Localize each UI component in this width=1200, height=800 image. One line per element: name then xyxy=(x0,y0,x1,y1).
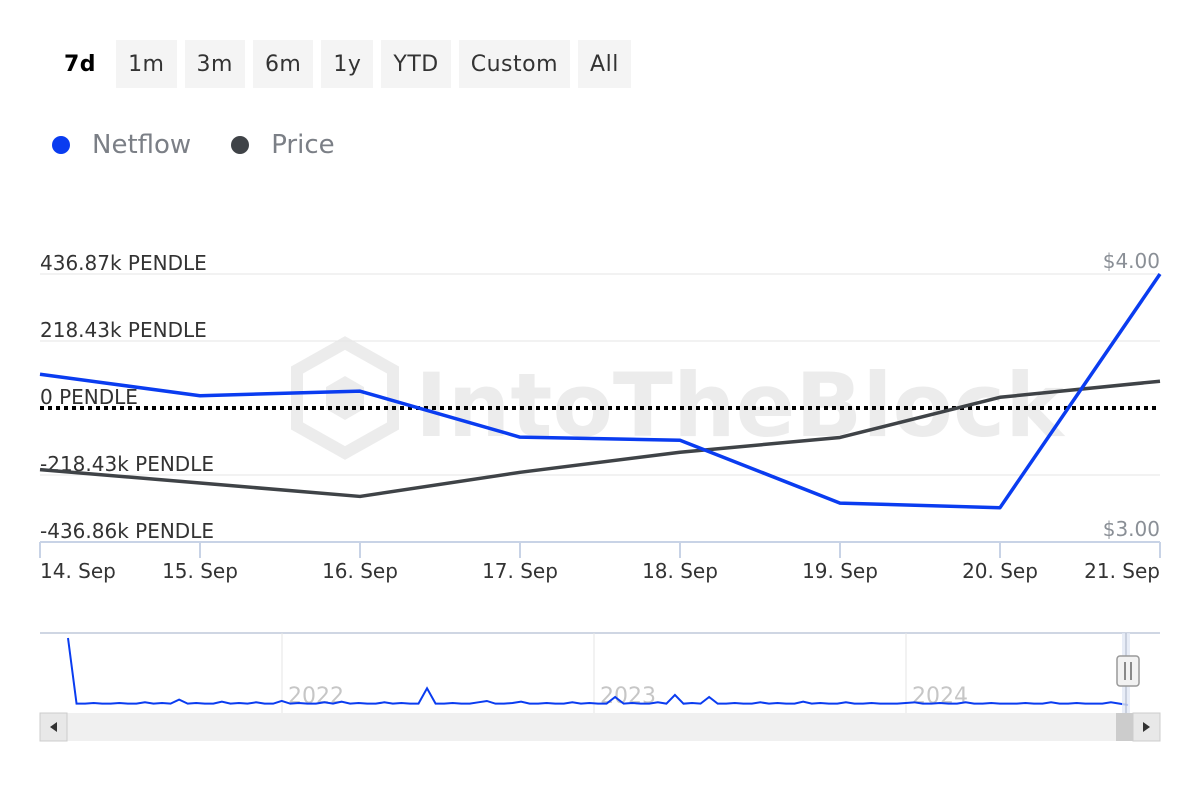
right-tick-label: $3.00 xyxy=(1103,517,1160,541)
x-tick-label: 20. Sep xyxy=(962,559,1038,583)
x-axis: 14. Sep 15. Sep 16. Sep 17. Sep 18. Sep 19. S… xyxy=(39,541,1161,583)
scroll-right-button[interactable] xyxy=(1132,712,1161,742)
chart-legend: Netflow Price xyxy=(52,130,335,160)
navigator-area[interactable] xyxy=(40,633,1160,713)
x-tick-label: 15. Sep xyxy=(162,559,238,583)
legend-item-price[interactable]: Price xyxy=(231,130,335,160)
series-lines xyxy=(39,273,1162,510)
left-tick-label: -436.86k PENDLE xyxy=(40,519,214,543)
navigator-year-label: 2024 xyxy=(912,684,968,709)
intotheblock-watermark: IntoTheBlock xyxy=(291,336,1066,460)
navigator-scrollbar[interactable] xyxy=(39,712,1161,742)
netflow-line xyxy=(39,273,1162,510)
range-button-custom[interactable]: Custom xyxy=(458,40,571,88)
x-tick-label: 16. Sep xyxy=(322,559,398,583)
right-axis-labels: $4.00 $3.00 xyxy=(1103,249,1160,541)
navigator-netflow-line xyxy=(67,637,1129,706)
legend-label: Price xyxy=(271,130,335,160)
legend-label: Netflow xyxy=(92,130,192,160)
left-tick-label: 218.43k PENDLE xyxy=(40,318,207,342)
range-selector: 7d 1m 3m 6m 1y YTD Custom All xyxy=(52,40,631,88)
price-line xyxy=(39,379,1161,499)
range-button-7d[interactable]: 7d xyxy=(52,40,108,88)
chevron-left-icon xyxy=(50,722,57,732)
chevron-right-icon xyxy=(1143,722,1150,732)
range-button-1m[interactable]: 1m xyxy=(116,40,177,88)
range-button-1y[interactable]: 1y xyxy=(321,40,374,88)
x-tick-label: 21. Sep xyxy=(1084,559,1160,583)
left-tick-label: 436.87k PENDLE xyxy=(40,251,207,275)
range-button-ytd[interactable]: YTD xyxy=(381,40,451,88)
netflow-price-chart: IntoTheBlock 436.87k PENDLE 218.43k PENDL… xyxy=(39,249,1162,583)
navigator-year-label: 2022 xyxy=(288,684,344,709)
range-button-all[interactable]: All xyxy=(578,40,631,88)
left-tick-label: 0 PENDLE xyxy=(40,385,138,409)
range-button-3m[interactable]: 3m xyxy=(184,40,245,88)
scrollbar-thumb[interactable] xyxy=(1116,713,1134,741)
watermark-text: IntoTheBlock xyxy=(415,354,1066,457)
legend-dot-icon xyxy=(52,136,70,154)
x-tick-label: 18. Sep xyxy=(642,559,718,583)
navigator-year-label: 2023 xyxy=(600,684,656,709)
scroll-left-button[interactable] xyxy=(39,712,68,742)
legend-item-netflow[interactable]: Netflow xyxy=(52,130,191,160)
x-tick-label: 19. Sep xyxy=(802,559,878,583)
x-tick-label: 17. Sep xyxy=(482,559,558,583)
navigator-handle[interactable] xyxy=(1116,655,1140,687)
range-button-6m[interactable]: 6m xyxy=(252,40,314,88)
x-tick-label: 14. Sep xyxy=(40,559,116,583)
right-tick-label: $4.00 xyxy=(1103,249,1160,273)
navigator-years: 2022 2023 2024 xyxy=(281,633,968,713)
legend-dot-icon xyxy=(231,136,250,154)
